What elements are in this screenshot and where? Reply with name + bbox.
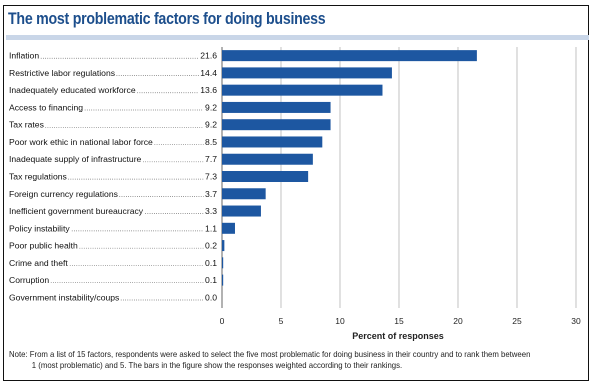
bar-row: Policy instability 1.1 bbox=[9, 223, 217, 233]
bar bbox=[222, 171, 309, 182]
category-label: Tax rates bbox=[9, 120, 44, 130]
footnote-line-1: Note: From a list of 15 factors, respond… bbox=[9, 350, 531, 359]
value-label: 8.5 bbox=[205, 137, 217, 147]
bar bbox=[222, 240, 225, 252]
x-tick-label: 0 bbox=[220, 316, 225, 326]
category-label: Policy instability bbox=[9, 223, 70, 233]
footnote: Note: From a list of 15 factors, respond… bbox=[9, 349, 560, 371]
x-tick-label: 5 bbox=[279, 316, 284, 326]
bar-row: Inflation 21.6 bbox=[9, 51, 217, 61]
category-label: Access to financing bbox=[9, 102, 83, 112]
value-label: 9.2 bbox=[205, 120, 217, 130]
bar bbox=[222, 274, 224, 286]
bar bbox=[222, 257, 224, 269]
category-label: Inflation bbox=[9, 51, 39, 61]
category-label: Tax regulations bbox=[9, 172, 67, 182]
bar-row: Poor work ethic in national labor force 8… bbox=[9, 137, 217, 147]
bar-row: Access to financing 9.2 bbox=[9, 102, 217, 112]
value-label: 1.1 bbox=[205, 223, 217, 233]
value-label: 7.7 bbox=[205, 154, 217, 164]
value-label: 9.2 bbox=[205, 102, 217, 112]
chart-title: The most problematic factors for doing b… bbox=[8, 10, 326, 28]
bar-row: Corruption 0.1 bbox=[9, 275, 217, 285]
bar-row: Government instability/coups 0.0 bbox=[9, 292, 217, 302]
category-label: Foreign currency regulations bbox=[9, 189, 118, 199]
bar-row: Inadequate supply of infrastructure 7.7 bbox=[9, 154, 217, 164]
value-label: 7.3 bbox=[205, 172, 217, 182]
category-label: Inadequate supply of infrastructure bbox=[9, 154, 142, 164]
category-label: Government instability/coups bbox=[9, 292, 119, 302]
bar-row: Foreign currency regulations 3.7 bbox=[9, 189, 217, 199]
bar bbox=[222, 84, 383, 96]
bar-row: Poor public health 0.2 bbox=[9, 241, 217, 251]
bar-row: Inadequately educated workforce 13.6 bbox=[9, 85, 217, 95]
category-label: Corruption bbox=[9, 275, 49, 285]
bar-row: Inefficient government bureaucracy 3.3 bbox=[9, 206, 217, 216]
bars bbox=[222, 50, 477, 286]
value-label: 3.7 bbox=[205, 189, 217, 199]
value-label: 3.3 bbox=[205, 206, 217, 216]
x-axis-label: Percent of responses bbox=[352, 331, 444, 341]
bar-row: Tax rates 9.2 bbox=[9, 120, 217, 130]
x-tick-label: 15 bbox=[394, 316, 404, 326]
value-label: 14.4 bbox=[200, 68, 217, 78]
bar bbox=[222, 50, 477, 62]
x-tick-label: 30 bbox=[571, 316, 581, 326]
category-label: Crime and theft bbox=[9, 258, 68, 268]
x-tick-label: 10 bbox=[335, 316, 345, 326]
bar-row: Crime and theft 0.1 bbox=[9, 258, 217, 268]
bar bbox=[222, 205, 261, 217]
category-label: Restrictive labor regulations bbox=[9, 68, 115, 78]
x-tick-label: 25 bbox=[512, 316, 522, 326]
x-tick-label: 20 bbox=[453, 316, 463, 326]
value-label: 0.0 bbox=[205, 292, 217, 302]
bar bbox=[222, 101, 331, 113]
title-rule bbox=[6, 35, 589, 40]
bar bbox=[222, 188, 266, 200]
bar bbox=[222, 136, 323, 148]
category-label: Poor public health bbox=[9, 241, 78, 251]
bar bbox=[222, 67, 392, 79]
bar-row: Restrictive labor regulations 14.4 bbox=[9, 68, 217, 78]
value-label: 0.1 bbox=[205, 275, 217, 285]
value-label: 13.6 bbox=[200, 85, 217, 95]
category-labels: Inflation 21.6 Restrictive labor regulatio… bbox=[9, 51, 217, 303]
bar bbox=[222, 222, 235, 234]
value-label: 0.1 bbox=[205, 258, 217, 268]
bar bbox=[222, 153, 313, 165]
category-label: Poor work ethic in national labor force bbox=[9, 137, 153, 147]
bar bbox=[222, 119, 331, 131]
value-label: 21.6 bbox=[200, 51, 217, 61]
footnote-line-2: 1 (most problematic) and 5. The bars in … bbox=[31, 361, 403, 370]
category-label: Inefficient government bureaucracy bbox=[9, 206, 144, 216]
x-tick-labels: 0 5 10 15 20 25 30 bbox=[220, 316, 581, 326]
value-label: 0.2 bbox=[205, 241, 217, 251]
bar-row: Tax regulations 7.3 bbox=[9, 172, 217, 182]
category-label: Inadequately educated workforce bbox=[9, 85, 136, 95]
